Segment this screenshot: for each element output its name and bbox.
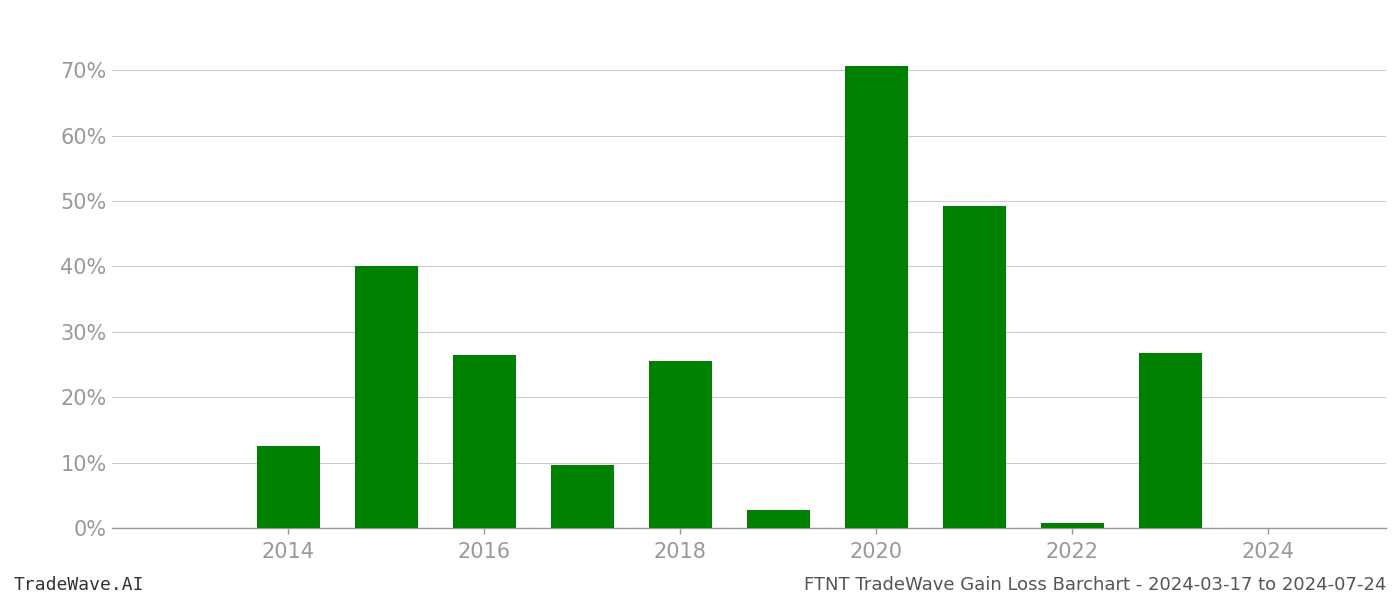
Bar: [648, 361, 713, 528]
Bar: [550, 464, 615, 528]
Bar: [1138, 353, 1203, 528]
Bar: [256, 446, 321, 528]
Bar: [1040, 523, 1105, 528]
Text: TradeWave.AI: TradeWave.AI: [14, 576, 144, 594]
Bar: [452, 355, 517, 528]
Bar: [746, 509, 811, 528]
Text: FTNT TradeWave Gain Loss Barchart - 2024-03-17 to 2024-07-24: FTNT TradeWave Gain Loss Barchart - 2024…: [804, 576, 1386, 594]
Bar: [942, 206, 1007, 528]
Bar: [844, 67, 909, 528]
Bar: [354, 266, 419, 528]
